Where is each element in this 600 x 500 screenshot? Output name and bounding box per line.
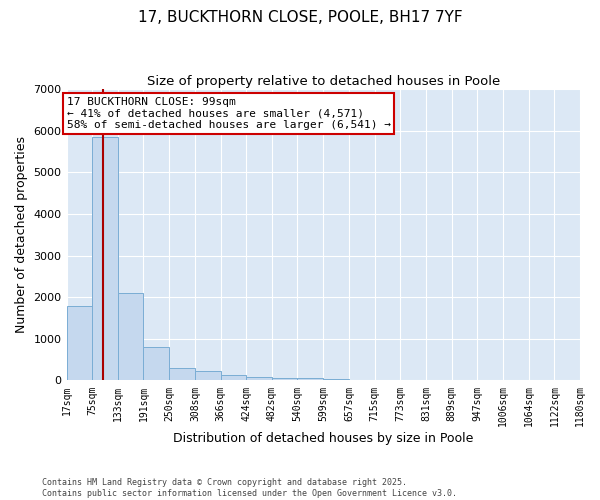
Bar [246, 377, 272, 380]
Bar [298, 378, 323, 380]
Y-axis label: Number of detached properties: Number of detached properties [15, 136, 28, 334]
Bar [92, 137, 118, 380]
Bar [143, 347, 169, 380]
Bar [118, 293, 143, 380]
Bar [169, 368, 195, 380]
Bar [323, 379, 349, 380]
Title: Size of property relative to detached houses in Poole: Size of property relative to detached ho… [146, 75, 500, 88]
Text: Contains HM Land Registry data © Crown copyright and database right 2025.
Contai: Contains HM Land Registry data © Crown c… [42, 478, 457, 498]
Text: 17, BUCKTHORN CLOSE, POOLE, BH17 7YF: 17, BUCKTHORN CLOSE, POOLE, BH17 7YF [137, 10, 463, 25]
Text: 17 BUCKTHORN CLOSE: 99sqm
← 41% of detached houses are smaller (4,571)
58% of se: 17 BUCKTHORN CLOSE: 99sqm ← 41% of detac… [67, 96, 391, 130]
Bar [195, 371, 221, 380]
X-axis label: Distribution of detached houses by size in Poole: Distribution of detached houses by size … [173, 432, 473, 445]
Bar [221, 375, 246, 380]
Bar [67, 306, 92, 380]
Bar [272, 378, 298, 380]
